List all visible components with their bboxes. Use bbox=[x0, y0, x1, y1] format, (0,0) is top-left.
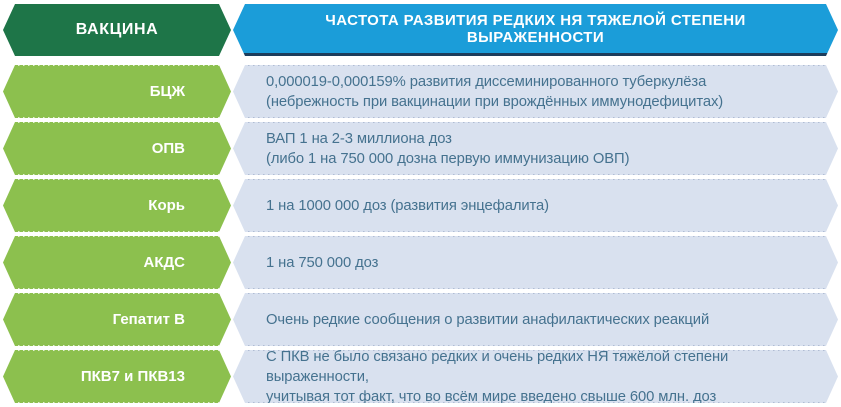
frequency-text-line1: Очень редкие сообщения о развитии анафил… bbox=[266, 311, 710, 328]
table-row: ОПВ ВАП 1 на 2-3 миллиона доз (либо 1 на… bbox=[3, 122, 838, 175]
frequency-cell: 1 на 1000 000 доз (развития энцефалита) bbox=[233, 179, 838, 232]
frequency-text-line1: 0,000019-0,000159% развития диссеминиров… bbox=[266, 73, 707, 90]
table-row: ПКВ7 и ПКВ13 С ПКВ не было связано редки… bbox=[3, 350, 838, 403]
vaccine-name: Гепатит В bbox=[112, 311, 185, 328]
vaccine-cell: БЦЖ bbox=[3, 65, 231, 118]
table-header-row: ВАКЦИНА ЧАСТОТА РАЗВИТИЯ РЕДКИХ НЯ ТЯЖЕЛ… bbox=[3, 4, 838, 56]
vaccine-column-header: ВАКЦИНА bbox=[3, 4, 231, 56]
frequency-cell: 0,000019-0,000159% развития диссеминиров… bbox=[233, 65, 838, 118]
vaccine-cell: Гепатит В bbox=[3, 293, 231, 346]
table-row: Корь 1 на 1000 000 доз (развития энцефал… bbox=[3, 179, 838, 232]
vaccine-cell: ОПВ bbox=[3, 122, 231, 175]
vaccine-name: Корь bbox=[148, 197, 185, 214]
table-row: АКДС 1 на 750 000 доз bbox=[3, 236, 838, 289]
table-row: Гепатит В Очень редкие сообщения о разви… bbox=[3, 293, 838, 346]
vaccine-name: БЦЖ bbox=[149, 83, 185, 100]
vaccine-name: ПКВ7 и ПКВ13 bbox=[80, 368, 185, 385]
frequency-cell: ВАП 1 на 2-3 миллиона доз (либо 1 на 750… bbox=[233, 122, 838, 175]
frequency-cell: 1 на 750 000 доз bbox=[233, 236, 838, 289]
vaccine-name: АКДС bbox=[143, 254, 185, 271]
vaccine-column-title: ВАКЦИНА bbox=[75, 21, 159, 38]
vaccine-name: ОПВ bbox=[151, 140, 185, 157]
vaccine-cell: ПКВ7 и ПКВ13 bbox=[3, 350, 231, 403]
frequency-text-line2: учитывая тот факт, что во всём мире введ… bbox=[266, 388, 717, 405]
frequency-text-line1: 1 на 750 000 доз bbox=[266, 254, 379, 271]
frequency-column-header: ЧАСТОТА РАЗВИТИЯ РЕДКИХ НЯ ТЯЖЕЛОЙ СТЕПЕ… bbox=[233, 4, 838, 56]
frequency-text-line1: С ПКВ не было связано редких и очень ред… bbox=[266, 348, 729, 385]
frequency-cell: Очень редкие сообщения о развитии анафил… bbox=[233, 293, 838, 346]
vaccine-cell: Корь bbox=[3, 179, 231, 232]
table-row: БЦЖ 0,000019-0,000159% развития диссемин… bbox=[3, 65, 838, 118]
vaccine-cell: АКДС bbox=[3, 236, 231, 289]
frequency-text-line2: (либо 1 на 750 000 дозна первую иммуниза… bbox=[266, 150, 630, 167]
frequency-column-title: ЧАСТОТА РАЗВИТИЯ РЕДКИХ НЯ ТЯЖЕЛОЙ СТЕПЕ… bbox=[325, 11, 746, 46]
frequency-text-line2: (небрежность при вакцинации при врождённ… bbox=[266, 93, 724, 110]
frequency-text-line1: ВАП 1 на 2-3 миллиона доз bbox=[266, 130, 452, 147]
frequency-cell: С ПКВ не было связано редких и очень ред… bbox=[233, 350, 838, 403]
frequency-text-line1: 1 на 1000 000 доз (развития энцефалита) bbox=[266, 197, 549, 214]
